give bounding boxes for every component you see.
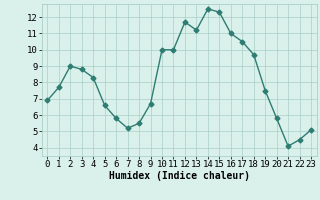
X-axis label: Humidex (Indice chaleur): Humidex (Indice chaleur) bbox=[109, 171, 250, 181]
